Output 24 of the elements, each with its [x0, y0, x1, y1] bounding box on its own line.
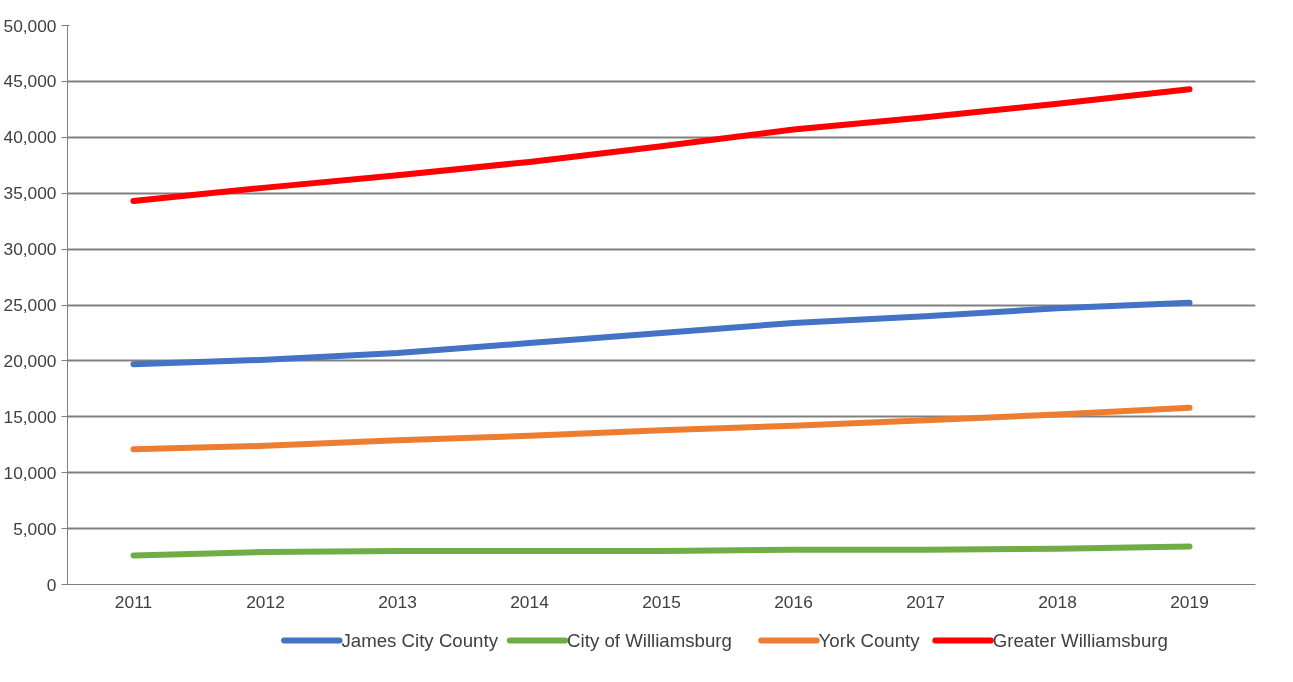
y-tick-label: 50,000: [3, 15, 57, 36]
y-tick-label: 0: [46, 574, 57, 595]
legend-label: York County: [818, 630, 921, 651]
x-tick-label: 2019: [1170, 591, 1209, 612]
y-tick-label: 30,000: [3, 239, 57, 260]
legend-label: Greater Williamsburg: [992, 630, 1168, 651]
x-tick-label: 2013: [378, 591, 417, 612]
x-tick-label: 2018: [1038, 591, 1077, 612]
x-tick-label: 2012: [246, 591, 285, 612]
x-tick-label: 2017: [906, 591, 945, 612]
x-tick-label: 2016: [774, 591, 813, 612]
y-tick-label: 25,000: [3, 295, 57, 315]
legend-label: City of Williamsburg: [567, 630, 732, 651]
y-tick-label: 15,000: [3, 406, 57, 427]
y-tick-label: 40,000: [3, 127, 57, 148]
x-tick-label: 2014: [510, 591, 550, 612]
x-tick-label: 2011: [114, 591, 153, 612]
y-tick-label: 45,000: [3, 71, 57, 92]
x-tick-label: 2015: [642, 591, 681, 612]
y-tick-label: 20,000: [3, 350, 57, 371]
y-tick-label: 5,000: [13, 518, 57, 539]
legend-label: James City County: [341, 630, 499, 651]
y-tick-label: 10,000: [3, 462, 57, 483]
y-tick-label: 35,000: [3, 183, 57, 204]
